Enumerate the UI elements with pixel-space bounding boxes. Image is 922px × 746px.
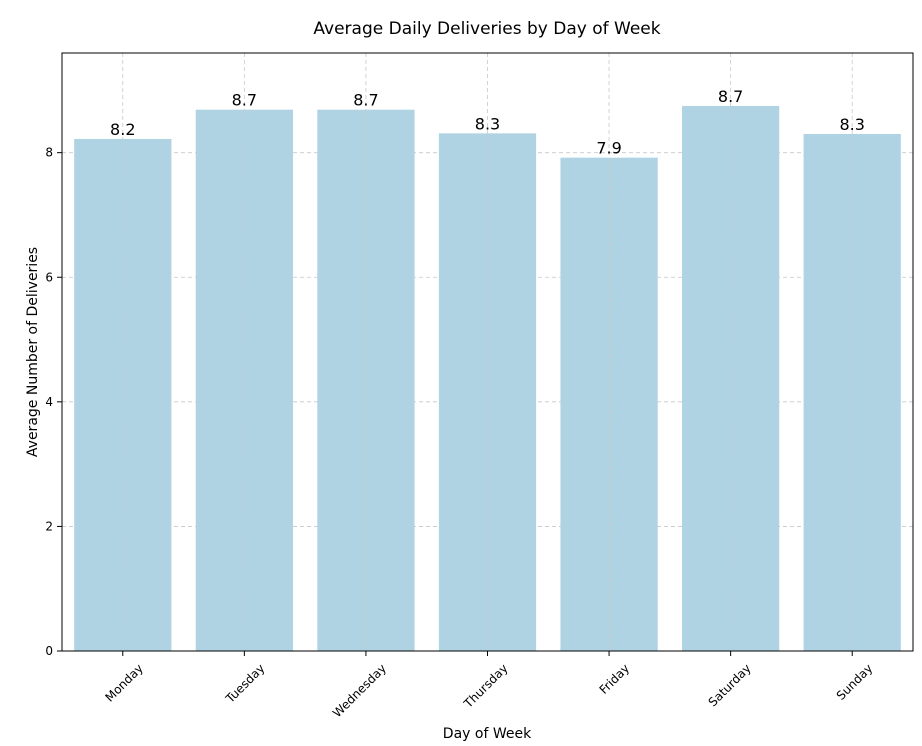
bar-value-label: 8.7 [718, 87, 743, 106]
y-axis-label: Average Number of Deliveries [25, 247, 41, 457]
bar-value-label: 8.7 [353, 91, 378, 110]
plot-frame [61, 52, 914, 652]
x-tick-label: Sunday [834, 661, 876, 703]
bar-value-label: 8.3 [839, 115, 864, 134]
bar-value-label: 7.9 [596, 139, 621, 158]
bar-labels-layer: 8.2 8.7 8.7 8.3 7.9 8.7 8.3 [110, 87, 865, 158]
x-axis-label: Day of Week [443, 726, 532, 742]
bar [195, 109, 293, 651]
x-tick-label: Wednesday [330, 661, 389, 720]
bar-value-label: 8.7 [232, 91, 257, 110]
bar [317, 109, 415, 651]
x-tick-label: Monday [103, 661, 146, 704]
x-tick-label: Friday [597, 661, 633, 697]
x-tick-label: Thursday [461, 661, 511, 711]
x-tick-label: Tuesday [222, 661, 267, 706]
bar-value-label: 8.3 [475, 114, 500, 133]
bar-value-label: 8.2 [110, 120, 135, 139]
x-grid-layer [122, 53, 853, 651]
y-tick-label: 2 [45, 519, 53, 533]
y-tick-label: 6 [45, 270, 53, 284]
y-tick-label: 8 [45, 146, 53, 160]
y-tick-label: 4 [45, 395, 53, 409]
x-tick-label: Saturday [706, 661, 754, 709]
chart-title: Average Daily Deliveries by Day of Week [313, 19, 660, 39]
y-tick-label: 0 [45, 644, 53, 658]
